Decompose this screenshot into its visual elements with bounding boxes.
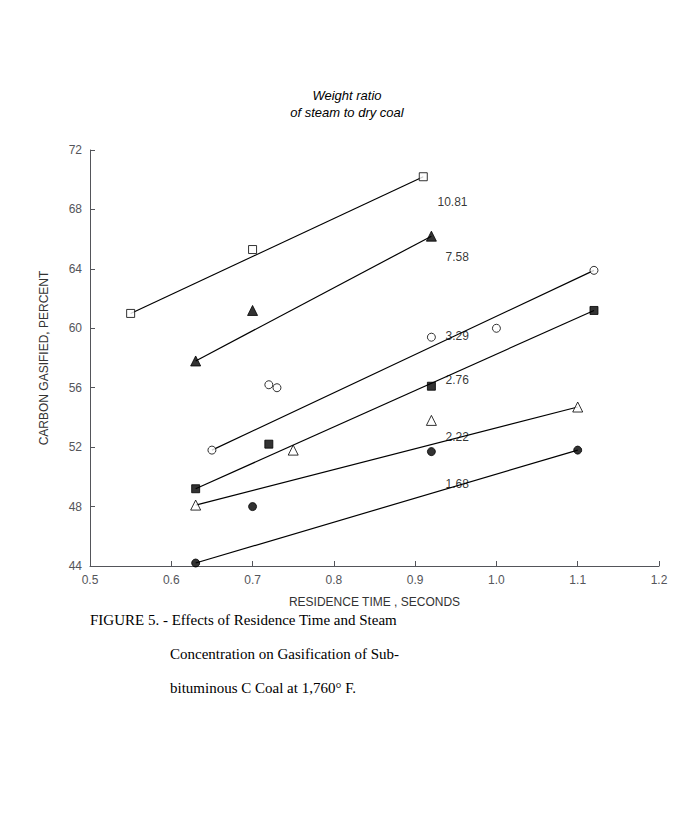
svg-text:bituminous C Coal at 1,760° F.: bituminous C Coal at 1,760° F.: [170, 680, 356, 696]
svg-text:56: 56: [69, 381, 83, 395]
svg-text:1.2: 1.2: [651, 573, 668, 587]
svg-text:0.5: 0.5: [82, 573, 99, 587]
svg-text:0.6: 0.6: [163, 573, 180, 587]
svg-text:68: 68: [69, 202, 83, 216]
svg-text:0.9: 0.9: [407, 573, 424, 587]
svg-text:48: 48: [69, 500, 83, 514]
svg-text:1.0: 1.0: [488, 573, 505, 587]
svg-text:1.68: 1.68: [446, 477, 470, 491]
svg-text:44: 44: [69, 559, 83, 573]
svg-text:2.22: 2.22: [446, 430, 470, 444]
svg-text:72: 72: [69, 143, 83, 157]
svg-text:CARBON GASIFIED, PERCENT: CARBON GASIFIED, PERCENT: [37, 270, 51, 445]
svg-text:FIGURE 5. - Effects of Residen: FIGURE 5. - Effects of Residence Time an…: [90, 612, 397, 628]
svg-text:0.8: 0.8: [326, 573, 343, 587]
svg-text:10.81: 10.81: [437, 195, 467, 209]
svg-text:7.58: 7.58: [446, 250, 470, 264]
svg-text:Concentration on Gasification: Concentration on Gasification of Sub-: [170, 646, 399, 662]
svg-text:64: 64: [69, 262, 83, 276]
svg-text:RESIDENCE TIME , SECONDS: RESIDENCE TIME , SECONDS: [289, 595, 460, 609]
svg-text:3.29: 3.29: [446, 329, 470, 343]
svg-text:2.76: 2.76: [446, 373, 470, 387]
svg-text:of steam to dry coal: of steam to dry coal: [290, 105, 405, 120]
svg-text:0.7: 0.7: [244, 573, 261, 587]
svg-text:60: 60: [69, 321, 83, 335]
svg-text:1.1: 1.1: [569, 573, 586, 587]
svg-text:52: 52: [69, 440, 83, 454]
svg-text:Weight ratio: Weight ratio: [312, 88, 381, 103]
